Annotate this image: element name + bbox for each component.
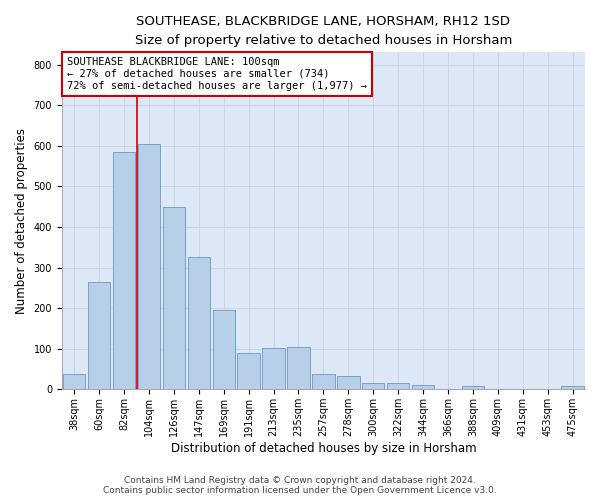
Bar [163, 206, 185, 390]
Bar [113, 152, 135, 390]
X-axis label: Distribution of detached houses by size in Horsham: Distribution of detached houses by size … [170, 442, 476, 455]
Bar [212, 310, 235, 390]
Text: SOUTHEASE BLACKBRIDGE LANE: 100sqm
← 27% of detached houses are smaller (734)
72: SOUTHEASE BLACKBRIDGE LANE: 100sqm ← 27%… [67, 58, 367, 90]
Bar [63, 374, 85, 390]
Bar [88, 282, 110, 390]
Bar [387, 383, 409, 390]
Bar [287, 346, 310, 390]
Bar [362, 383, 385, 390]
Bar [138, 144, 160, 390]
Bar [337, 376, 359, 390]
Bar [262, 348, 285, 390]
Y-axis label: Number of detached properties: Number of detached properties [15, 128, 28, 314]
Title: SOUTHEASE, BLACKBRIDGE LANE, HORSHAM, RH12 1SD
Size of property relative to deta: SOUTHEASE, BLACKBRIDGE LANE, HORSHAM, RH… [135, 15, 512, 47]
Bar [412, 385, 434, 390]
Bar [461, 386, 484, 390]
Bar [238, 353, 260, 390]
Text: Contains HM Land Registry data © Crown copyright and database right 2024.
Contai: Contains HM Land Registry data © Crown c… [103, 476, 497, 495]
Bar [562, 386, 584, 390]
Bar [312, 374, 335, 390]
Bar [188, 258, 210, 390]
